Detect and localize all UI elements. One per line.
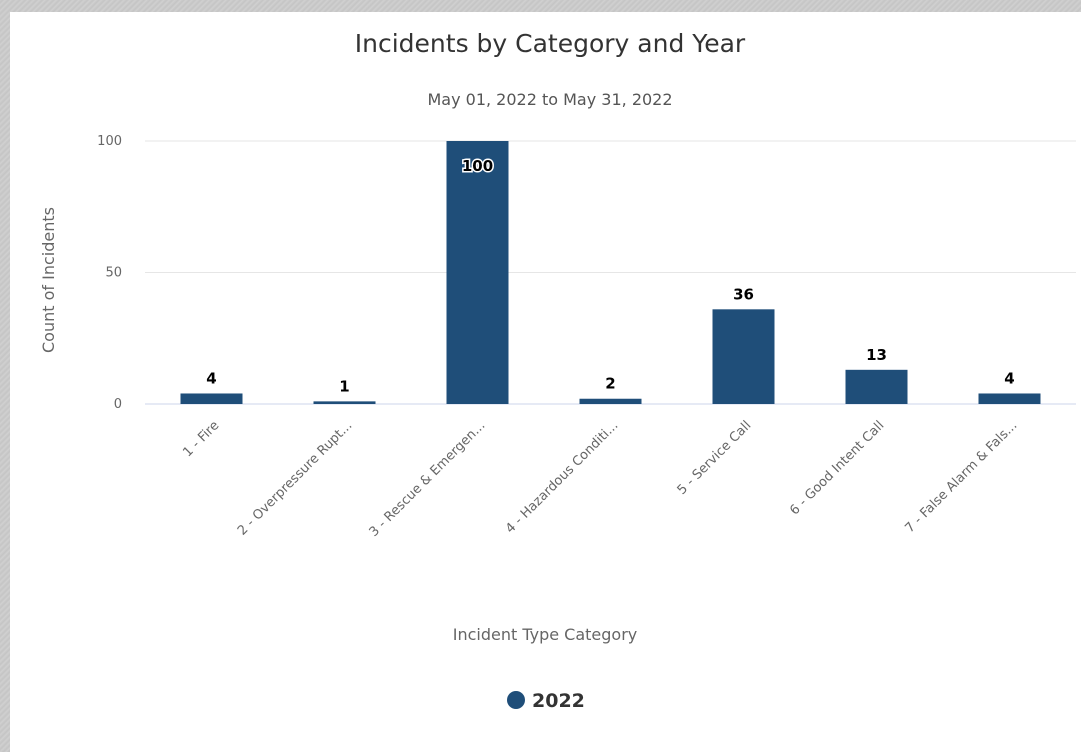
x-tick-label-4: 4 - Hazardous Conditi... [503,418,621,536]
legend-label-2022: 2022 [532,690,585,712]
x-tick-label-6: 6 - Good Intent Call [787,418,887,518]
y-axis-ticks: 0 50 100 [97,134,122,412]
grid-lines [145,140,1076,405]
data-label-2: 1 [339,377,349,395]
bars [180,141,1041,404]
data-label-5: 36 [733,285,754,303]
bar-3[interactable] [446,141,509,404]
bar-7[interactable] [978,393,1041,404]
y-tick-label: 0 [114,397,122,412]
x-axis-title: Incident Type Category [453,625,638,644]
x-tick-label-1: 1 - Fire [180,418,222,460]
bar-1[interactable] [180,393,243,404]
data-label-1: 4 [206,369,216,387]
data-label-6: 13 [866,346,887,364]
y-tick-label: 100 [97,134,122,149]
bar-4[interactable] [579,398,642,404]
legend[interactable]: 2022 [507,690,585,712]
chart-title: Incidents by Category and Year [355,29,746,58]
x-axis-labels: 1 - Fire 2 - Overpressure Rupt... 3 - Resc… [180,418,1020,540]
data-labels: 4 1 100 2 36 13 4 [205,156,1016,397]
y-tick-label: 50 [105,266,122,281]
x-tick-label-7: 7 - False Alarm & Fals... [902,418,1020,536]
legend-marker-2022 [507,691,525,709]
data-label-3: 100 [462,157,493,175]
x-tick-label-2: 2 - Overpressure Rupt... [235,418,355,538]
y-axis-title: Count of Incidents [39,207,58,353]
bar-chart: Incidents by Category and Year May 01, 2… [39,29,1076,712]
bar-6[interactable] [845,369,908,404]
x-tick-label-3: 3 - Rescue & Emergen... [367,418,489,540]
data-label-7: 4 [1004,369,1014,387]
x-tick-label-5: 5 - Service Call [675,418,755,498]
chart-subtitle: May 01, 2022 to May 31, 2022 [427,90,672,109]
bar-5[interactable] [712,309,775,404]
chart-card: Incidents by Category and Year May 01, 2… [10,12,1081,752]
data-label-4: 2 [605,375,615,393]
bar-2[interactable] [313,401,376,404]
